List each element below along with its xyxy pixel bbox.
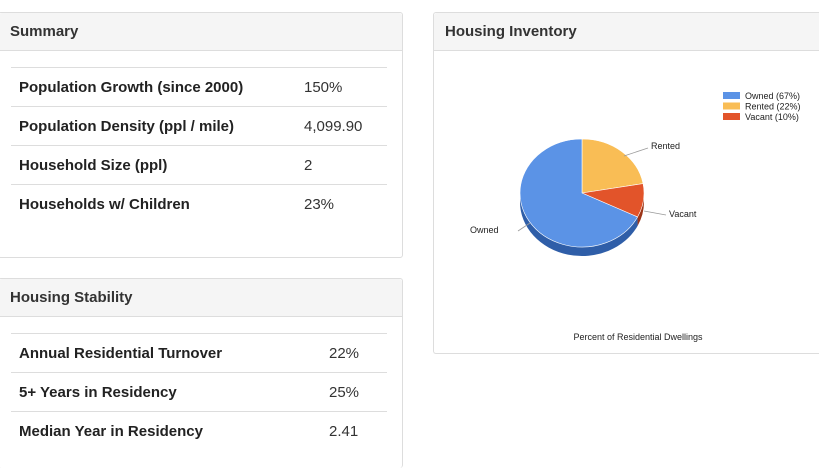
row-value: 23% [304, 184, 387, 223]
legend-label-owned: Owned (67%) [745, 91, 800, 101]
chart-title: Percent of Residential Dwellings [573, 332, 703, 342]
row-label: Household Size (ppl) [11, 145, 304, 185]
legend-swatch-owned [723, 92, 740, 99]
table-row: Median Year in Residency 2.41 [11, 411, 387, 450]
slice-label-rented: Rented [651, 141, 680, 151]
pie-slice-rented [581, 138, 644, 194]
housing-inventory-panel: Housing Inventory Owned Rented Vacant Owned… [433, 12, 819, 354]
table-row: Annual Residential Turnover 22% [11, 333, 387, 373]
row-value: 25% [329, 372, 387, 412]
table-row: Households w/ Children 23% [11, 184, 387, 223]
row-value: 2 [304, 145, 387, 185]
pie-side-vacant [637, 193, 644, 226]
summary-title: Summary [0, 13, 402, 51]
leader-line-vacant [643, 210, 667, 216]
table-row: Population Growth (since 2000) 150% [11, 67, 387, 107]
row-label: Annual Residential Turnover [11, 333, 329, 373]
leader-line-rented [623, 147, 649, 157]
row-label: Population Density (ppl / mile) [11, 106, 304, 146]
summary-panel: Summary Population Growth (since 2000) 1… [0, 12, 403, 258]
slice-label-owned: Owned [470, 225, 499, 235]
row-value: 4,099.90 [304, 106, 387, 146]
pie-slice-owned [519, 138, 638, 248]
legend-swatch-rented [723, 102, 740, 110]
row-label: Population Growth (since 2000) [11, 67, 304, 107]
row-value: 22% [329, 333, 387, 373]
legend-swatch-vacant [723, 113, 740, 120]
housing-stability-panel: Housing Stability Annual Residential Tur… [0, 278, 403, 468]
slice-label-vacant: Vacant [669, 209, 697, 219]
pie-side-owned [520, 193, 638, 256]
summary-table: Population Growth (since 2000) 150% Popu… [11, 67, 387, 223]
row-value: 2.41 [329, 411, 387, 450]
housing-stability-table: Annual Residential Turnover 22% 5+ Years… [11, 333, 387, 450]
table-row: Population Density (ppl / mile) 4,099.90 [11, 106, 387, 146]
table-row: 5+ Years in Residency 25% [11, 372, 387, 412]
leader-line-owned [517, 222, 531, 232]
legend-label-vacant: Vacant (10%) [745, 112, 799, 122]
row-label: Households w/ Children [11, 184, 304, 223]
pie-chart: Owned Rented Vacant Owned (67%)Rented (22%)… [470, 91, 801, 342]
housing-stability-title: Housing Stability [0, 279, 402, 317]
legend-label-rented: Rented (22%) [745, 102, 801, 112]
row-label: Median Year in Residency [11, 411, 329, 450]
housing-inventory-title: Housing Inventory [434, 13, 819, 51]
table-row: Household Size (ppl) 2 [11, 145, 387, 185]
row-label: 5+ Years in Residency [11, 372, 329, 412]
row-value: 150% [304, 67, 387, 107]
